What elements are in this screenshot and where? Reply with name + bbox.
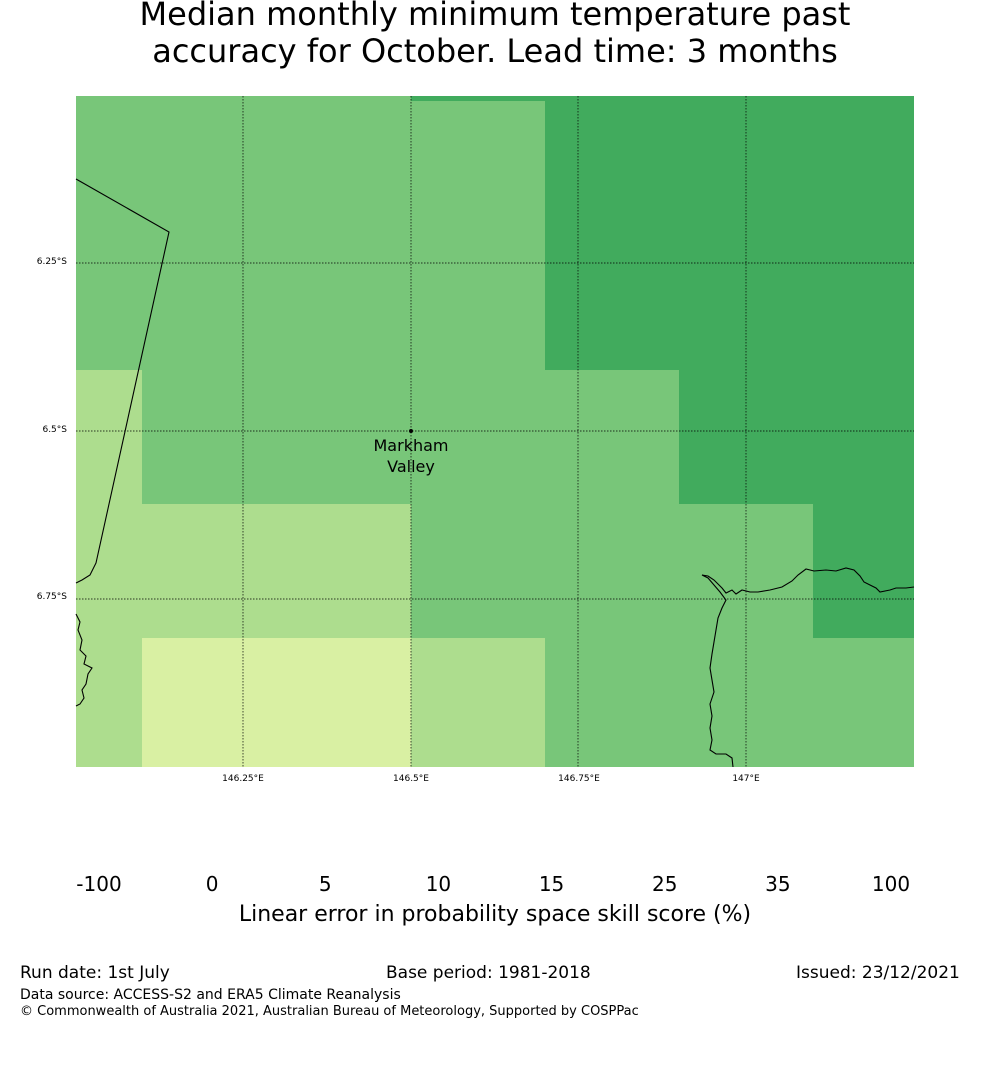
grid-cell <box>545 638 914 767</box>
colorbar-tick-label: 25 <box>651 872 678 896</box>
lon-label: 147°E <box>732 774 760 784</box>
place-name-line-1: Markham <box>373 436 449 455</box>
grid-cell <box>76 504 411 638</box>
title-line-2: accuracy for October. Lead time: 3 month… <box>152 32 838 70</box>
lat-label: 6.75°S <box>36 592 67 602</box>
grid-cell <box>76 96 411 370</box>
lat-label: 6.25°S <box>36 257 67 267</box>
grid-cell <box>76 638 142 767</box>
place-marker <box>409 429 413 433</box>
map-title: Median monthly minimum temperature past … <box>0 0 990 70</box>
grid-cell <box>411 504 813 638</box>
data-source: Data source: ACCESS-S2 and ERA5 Climate … <box>20 987 401 1003</box>
grid-cell <box>142 638 411 767</box>
graticule <box>76 96 914 767</box>
colorbar-tick-label: 100 <box>871 872 911 896</box>
grid-cell <box>679 370 914 504</box>
coastline-west <box>75 613 93 707</box>
colorbar-tick-label: 5 <box>318 872 332 896</box>
colorbar-tick-label: 35 <box>765 872 791 896</box>
place-name-line-2: Valley <box>387 457 435 476</box>
province-border <box>75 178 170 584</box>
base-period: Base period: 1981-2018 <box>386 963 591 983</box>
lon-label: 146.25°E <box>222 774 264 784</box>
colorbar-tick-label: 15 <box>538 872 565 896</box>
lon-label: 146.5°E <box>393 774 429 784</box>
colorbar-label: Linear error in probability space skill … <box>238 902 752 927</box>
grid-cell <box>411 638 545 767</box>
run-date: Run date: 1st July <box>20 963 170 983</box>
grid-cell <box>411 96 545 101</box>
grid-cell <box>545 96 914 370</box>
issued-date: Issued: 23/12/2021 <box>796 963 960 983</box>
grid-cell <box>411 101 545 370</box>
grid-cell <box>76 370 142 504</box>
skill-grid <box>76 96 914 767</box>
copyright: © Commonwealth of Australia 2021, Austra… <box>20 1004 639 1019</box>
grid-cell <box>813 504 914 638</box>
skill-map <box>75 96 915 768</box>
lon-label: 146.75°E <box>558 774 600 784</box>
place-label: Markham Valley <box>351 435 471 477</box>
coastline-east <box>701 567 915 768</box>
title-line-1: Median monthly minimum temperature past <box>139 0 851 33</box>
colorbar-tick-label: 10 <box>425 872 452 896</box>
colorbar-tick-label: 0 <box>205 872 219 896</box>
coastlines <box>75 178 915 768</box>
grid-cell <box>142 370 679 504</box>
lat-label: 6.5°S <box>42 425 67 435</box>
colorbar-tick-label: -100 <box>76 872 122 896</box>
